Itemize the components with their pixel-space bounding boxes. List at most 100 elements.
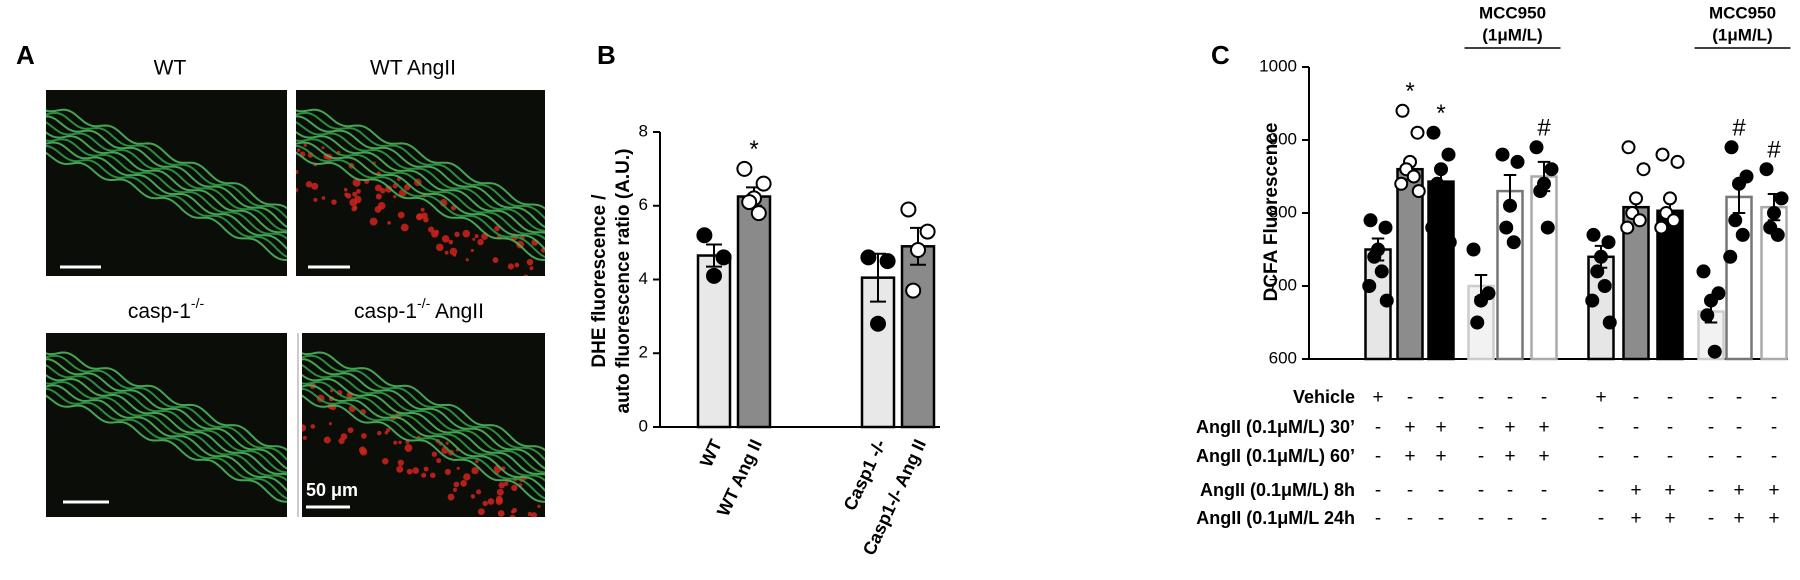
data-point (1670, 154, 1685, 169)
red-spot (302, 435, 307, 440)
condition-sign: + (1768, 480, 1779, 501)
condition-sign: - (1633, 387, 1639, 408)
condition-sign: - (1736, 387, 1742, 408)
bar (900, 245, 936, 429)
red-spot (321, 146, 325, 150)
data-point (1379, 293, 1394, 308)
condition-sign: - (1375, 446, 1381, 467)
red-spot (514, 262, 520, 268)
fiber (46, 380, 287, 482)
condition-sign: + (1372, 387, 1383, 408)
red-spot (472, 237, 476, 241)
fiber (296, 111, 545, 220)
condition-label: AngII (0.1μM/L 24h (1196, 508, 1355, 528)
red-spot (449, 247, 458, 256)
red-spot (531, 537, 534, 540)
data-point (1363, 213, 1378, 228)
y-tick-label: 900 (1269, 129, 1297, 148)
fiber (46, 141, 287, 250)
condition-sign: - (1598, 417, 1604, 438)
condition-label: AngII (0.1μM/L) 30’ (1196, 417, 1355, 437)
significance: # (1732, 115, 1746, 142)
data-point (1425, 220, 1440, 235)
condition-sign: + (1630, 480, 1641, 501)
red-spot (495, 497, 503, 505)
panel-label: B (597, 40, 616, 70)
micrograph (302, 333, 545, 540)
red-spot (445, 441, 449, 445)
y-tick-label: 800 (1269, 202, 1297, 221)
image-background (46, 90, 287, 276)
red-spot (423, 216, 429, 223)
red-spot (359, 448, 368, 456)
data-point (1724, 140, 1739, 155)
red-spot (356, 188, 361, 194)
fiber (296, 115, 545, 229)
red-spot (470, 248, 474, 253)
red-spot (533, 523, 539, 529)
bar (736, 195, 772, 429)
red-spot (441, 235, 450, 243)
fiber (46, 108, 287, 210)
image-title: WT AngII (370, 57, 456, 80)
condition-sign: - (1708, 446, 1714, 467)
data-point (1410, 125, 1425, 140)
data-point (1704, 293, 1718, 308)
data-point (1533, 184, 1548, 199)
data-point (1434, 162, 1448, 177)
title-text: casp-1 (128, 300, 191, 323)
data-point (1510, 154, 1525, 169)
red-spot (474, 234, 479, 239)
data-point (1503, 198, 1517, 213)
red-spot (475, 489, 482, 495)
condition-sign: - (1438, 387, 1444, 408)
data-point (1767, 206, 1781, 220)
red-spot (328, 422, 332, 426)
condition-sign: + (1768, 508, 1779, 529)
data-point (736, 160, 753, 177)
data-point (1529, 140, 1544, 155)
data-point (1441, 147, 1456, 162)
red-spot (531, 284, 536, 289)
red-spot (444, 468, 451, 476)
red-spot (462, 229, 471, 238)
red-spot (374, 184, 382, 192)
red-spot (398, 440, 402, 445)
red-spot (347, 427, 354, 434)
condition-sign: - (1507, 480, 1513, 501)
significance: * (749, 136, 758, 163)
y-tick-label: 4 (639, 269, 648, 288)
condition-sign: - (1708, 387, 1714, 408)
data-point (1735, 227, 1750, 242)
condition-sign: + (1538, 417, 1549, 438)
fiber (46, 373, 287, 476)
fiber (296, 130, 545, 234)
red-spot (512, 279, 520, 287)
red-spot (536, 523, 540, 527)
data-point (1621, 140, 1636, 155)
red-spot (487, 498, 495, 505)
red-spot (447, 493, 455, 501)
data-point (1466, 242, 1481, 257)
red-spot (305, 181, 313, 188)
fiber (46, 354, 287, 461)
data-point (919, 223, 936, 240)
data-point (1636, 162, 1651, 177)
condition-label: AngII (0.1μM/L) 8h (1200, 480, 1355, 500)
condition-sign: - (1541, 387, 1547, 408)
fiber (296, 121, 545, 232)
condition-sign: - (1708, 508, 1714, 529)
fiber (46, 387, 287, 500)
red-spot (369, 217, 378, 226)
data-point (1666, 213, 1681, 228)
red-spot (503, 481, 509, 487)
red-spot (323, 436, 331, 444)
red-spot (529, 266, 534, 271)
condition-sign: + (1733, 480, 1744, 501)
fiber (302, 358, 545, 470)
condition-sign: - (1598, 446, 1604, 467)
data-point (1442, 235, 1457, 250)
red-spot (377, 430, 382, 436)
condition-sign: - (1667, 446, 1673, 467)
data-point (1499, 220, 1514, 235)
